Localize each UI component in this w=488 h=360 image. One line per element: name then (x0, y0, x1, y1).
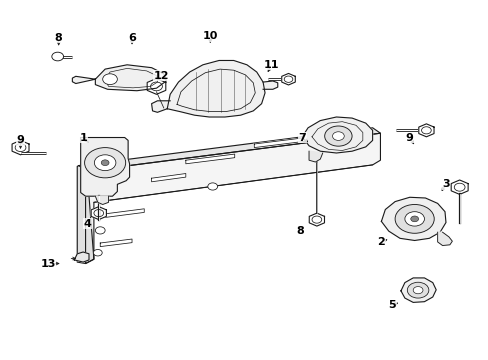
Circle shape (331, 139, 343, 147)
Text: 8: 8 (296, 226, 304, 236)
Polygon shape (302, 117, 372, 153)
Text: 10: 10 (202, 31, 218, 41)
Circle shape (94, 155, 116, 171)
Circle shape (410, 216, 418, 222)
Polygon shape (95, 196, 108, 204)
Polygon shape (400, 278, 435, 302)
Polygon shape (308, 213, 324, 226)
Polygon shape (74, 252, 89, 262)
Circle shape (52, 52, 63, 61)
Polygon shape (147, 78, 165, 94)
Polygon shape (437, 232, 451, 246)
Circle shape (207, 183, 217, 190)
Polygon shape (100, 239, 132, 247)
Polygon shape (95, 65, 166, 91)
Circle shape (95, 227, 105, 234)
Polygon shape (308, 151, 322, 162)
Polygon shape (381, 197, 445, 240)
Polygon shape (281, 73, 295, 85)
Polygon shape (263, 81, 277, 89)
Polygon shape (151, 174, 185, 182)
Text: 1: 1 (79, 132, 87, 143)
Polygon shape (72, 76, 95, 84)
Circle shape (84, 148, 125, 178)
Polygon shape (77, 166, 94, 264)
Text: 6: 6 (128, 33, 136, 43)
Circle shape (394, 204, 433, 233)
Text: 13: 13 (40, 258, 56, 269)
Polygon shape (105, 209, 144, 217)
Polygon shape (418, 124, 433, 137)
Text: 11: 11 (263, 60, 279, 70)
Polygon shape (85, 133, 380, 264)
Polygon shape (450, 180, 467, 194)
Text: 2: 2 (377, 237, 385, 247)
Circle shape (93, 249, 102, 256)
Text: 12: 12 (153, 71, 169, 81)
Text: 3: 3 (441, 179, 449, 189)
Text: 9: 9 (17, 135, 24, 145)
Text: 7: 7 (298, 132, 305, 143)
Polygon shape (12, 140, 29, 155)
Polygon shape (91, 207, 106, 220)
Circle shape (412, 287, 422, 294)
Text: 8: 8 (55, 33, 62, 43)
Circle shape (404, 212, 424, 226)
Polygon shape (79, 128, 380, 171)
Text: 5: 5 (387, 300, 395, 310)
Text: 4: 4 (83, 219, 91, 229)
Polygon shape (81, 138, 129, 196)
Polygon shape (185, 154, 234, 164)
Circle shape (102, 74, 117, 85)
Polygon shape (254, 136, 317, 148)
Polygon shape (151, 101, 170, 112)
Circle shape (407, 282, 428, 298)
Polygon shape (167, 60, 264, 117)
Text: 9: 9 (405, 132, 413, 143)
Circle shape (324, 126, 351, 146)
Circle shape (332, 132, 344, 140)
Circle shape (101, 160, 109, 166)
